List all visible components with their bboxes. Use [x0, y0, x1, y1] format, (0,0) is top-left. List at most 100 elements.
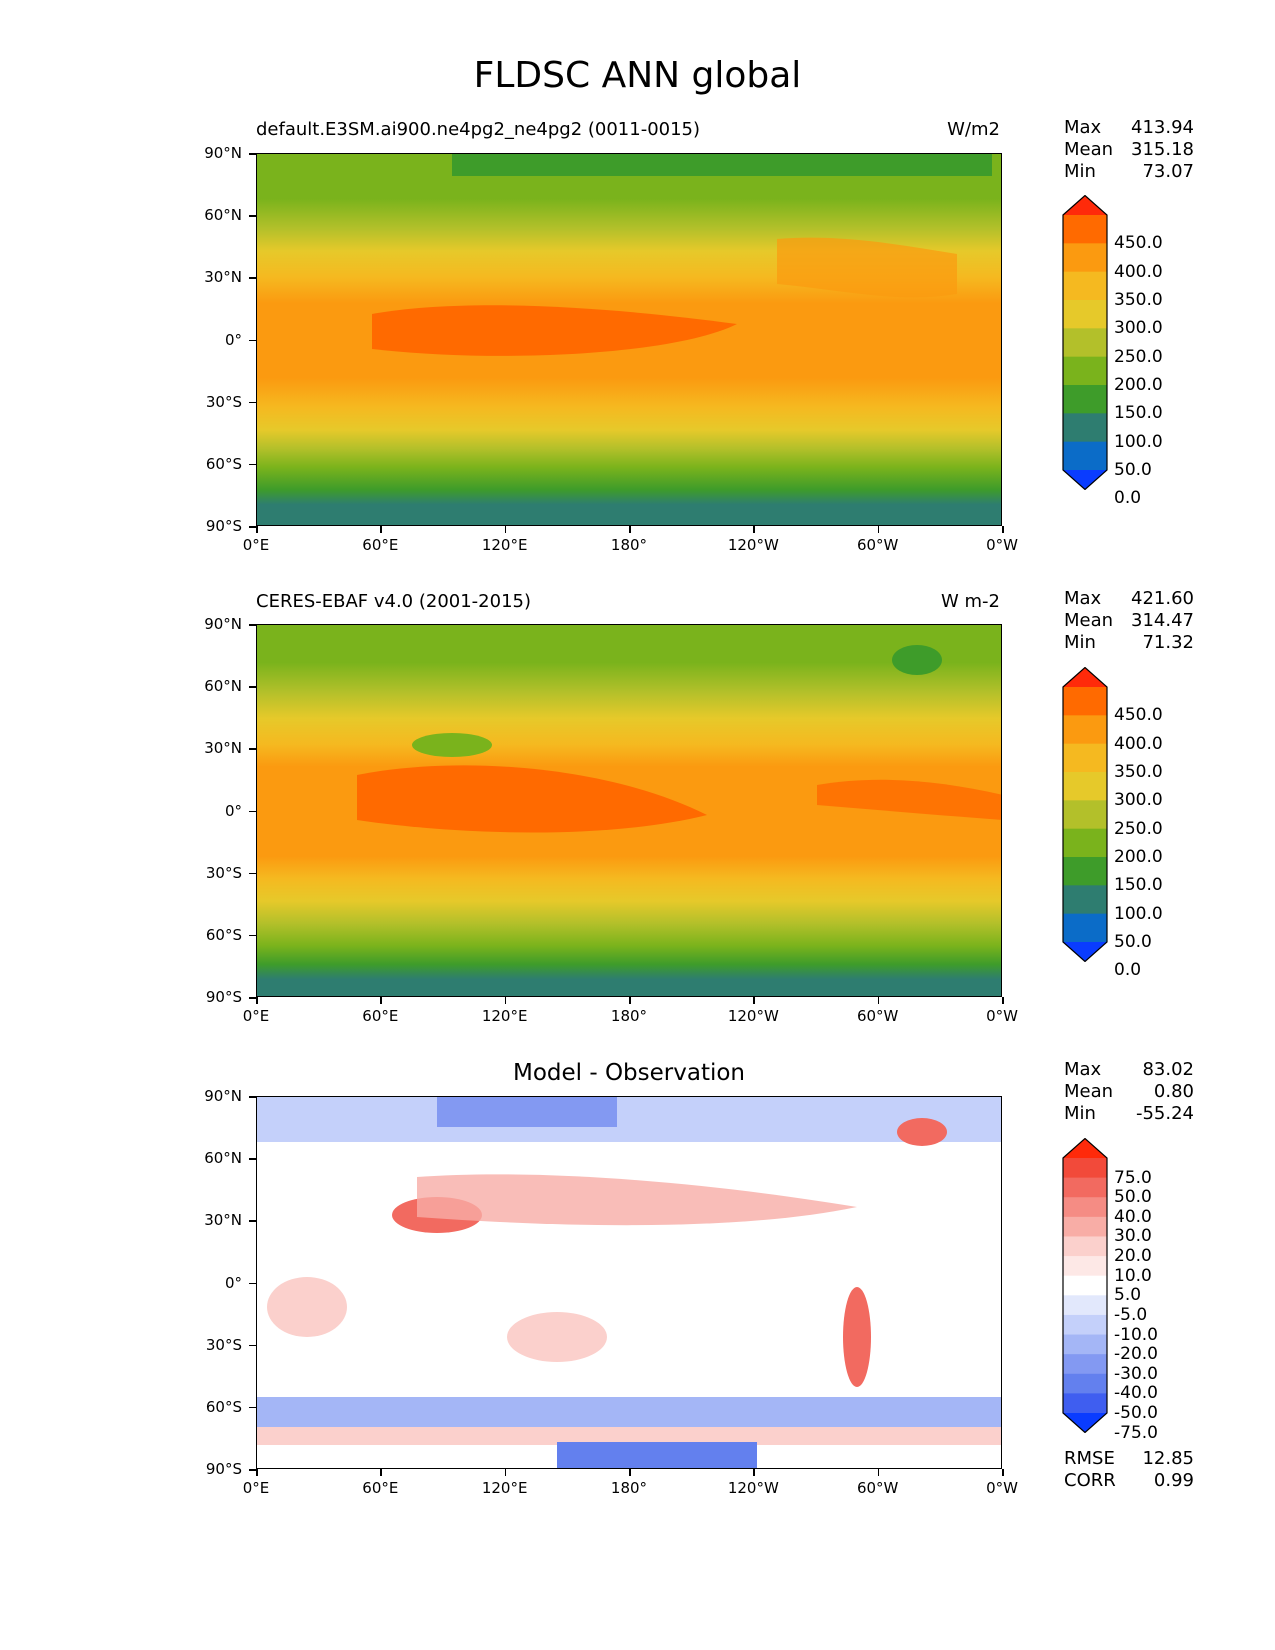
map-obs — [256, 624, 1002, 997]
stat-label: RMSE — [1064, 1448, 1115, 1469]
panel-obs-title: CERES-EBAF v4.0 (2001-2015) — [256, 591, 532, 612]
x-tick-label: 180° — [610, 1479, 648, 1497]
y-tick-label: 90°N — [204, 144, 242, 162]
x-tick-label: 180° — [610, 1007, 648, 1025]
y-tick-mark — [249, 463, 256, 466]
x-tick-label: 0°W — [986, 1007, 1018, 1025]
y-tick-mark — [249, 624, 256, 626]
y-tick-mark — [249, 1406, 256, 1409]
colorbar-outline — [1062, 195, 1108, 490]
panel-model-title: default.E3SM.ai900.ne4pg2_ne4pg2 (0011-0… — [256, 119, 701, 140]
colorbar-tick-label: 450.0 — [1114, 233, 1163, 254]
y-tick-label: 30°N — [204, 268, 242, 287]
colorbar-segment — [1063, 1354, 1107, 1375]
y-tick-mark — [249, 1282, 256, 1284]
stat-row: Min 73.07 — [1064, 161, 1194, 183]
stat-label: Min — [1064, 161, 1096, 182]
x-tick-mark — [380, 997, 382, 1004]
x-tick-label: 60°E — [362, 1479, 399, 1497]
y-tick-label: 90°S — [205, 517, 242, 535]
y-tick-label: 60°S — [205, 925, 242, 944]
colorbar-segment — [1063, 271, 1107, 301]
y-tick-label: 0° — [224, 330, 242, 349]
colorbar-tick-label: -5.0 — [1114, 1304, 1148, 1325]
colorbar-tick-label: 50.0 — [1114, 460, 1152, 480]
x-tick-label: 120°W — [727, 1007, 779, 1025]
y-tick-mark — [249, 339, 256, 341]
map-diff — [256, 1096, 1002, 1469]
colorbar-segment — [1063, 1334, 1107, 1355]
colorbar-segment — [1063, 1197, 1107, 1218]
y-tick-label: 30°S — [205, 1335, 242, 1354]
stat-value: 413.94 — [1131, 117, 1194, 138]
stats-box: Max 413.94 Mean 315.18 Min 73.07 — [1064, 117, 1194, 183]
y-tick-mark — [249, 997, 256, 999]
x-tick-mark — [1002, 526, 1004, 533]
colorbar-tick-label: 250.0 — [1114, 818, 1163, 839]
x-tick-mark — [753, 1469, 755, 1476]
stat-value: 73.07 — [1142, 161, 1194, 182]
colorbar-tick-label: 40.0 — [1114, 1206, 1152, 1227]
colorbar-segment — [1063, 1256, 1107, 1277]
colorbar-segment — [1063, 913, 1107, 943]
colorbar-tick-label: 0.0 — [1114, 488, 1142, 509]
x-tick-label: 120°E — [481, 1479, 528, 1497]
y-tick-mark — [249, 1469, 256, 1471]
colorbar-outline — [1062, 667, 1108, 962]
colorbar-tick-label: 300.0 — [1114, 790, 1163, 811]
colorbar-segment — [1063, 885, 1107, 915]
colorbar-tick-label: 400.0 — [1114, 261, 1163, 282]
y-tick-mark — [249, 1096, 256, 1098]
x-tick-mark — [256, 526, 258, 533]
x-tick-mark — [753, 997, 755, 1004]
stat-row: Max 421.60 — [1064, 588, 1194, 610]
y-tick-mark — [249, 277, 256, 279]
panel-diff-title: Model - Observation — [512, 1060, 746, 1086]
y-tick-mark — [249, 872, 256, 875]
y-tick-label: 60°N — [204, 677, 242, 696]
x-tick-mark — [380, 526, 382, 533]
colorbar-tick-label: 75.0 — [1114, 1167, 1152, 1188]
x-tick-mark — [877, 526, 880, 533]
stat-value: 12.85 — [1142, 1448, 1194, 1469]
colorbar-tick-label: 450.0 — [1114, 705, 1163, 726]
stat-row: Mean 0.80 — [1064, 1081, 1194, 1103]
colorbar-segment — [1063, 215, 1107, 244]
x-tick-mark — [1002, 1469, 1004, 1476]
colorbar-tick-label: 50.0 — [1114, 1187, 1152, 1208]
stat-label: Mean — [1064, 139, 1114, 160]
x-tick-mark — [629, 526, 631, 533]
stat-row: RMSE 12.85 — [1064, 1448, 1194, 1470]
stats-box: Max 421.60 Mean 314.47 Min 71.32 — [1064, 588, 1194, 654]
colorbar-segment — [1063, 243, 1107, 273]
y-tick-label: 90°N — [204, 615, 242, 633]
x-tick-label: 0°W — [986, 1479, 1018, 1497]
colorbar-tick-label: 0.0 — [1114, 960, 1142, 981]
x-tick-label: 120°W — [727, 1479, 779, 1497]
colorbar-segment — [1063, 687, 1107, 716]
colorbar-segment — [1063, 1295, 1107, 1316]
colorbar-tick-label: -20.0 — [1114, 1344, 1158, 1365]
y-tick-mark — [249, 1344, 256, 1347]
x-tick-label: 60°W — [856, 1479, 899, 1497]
colorbar-tick-label: 350.0 — [1114, 762, 1163, 782]
stat-value: 0.80 — [1153, 1081, 1194, 1102]
y-tick-mark — [249, 748, 256, 750]
colorbar-segment — [1063, 800, 1107, 830]
stat-row: Mean 314.47 — [1064, 610, 1194, 632]
stat-value: 71.32 — [1142, 632, 1194, 653]
y-tick-label: 60°S — [205, 454, 242, 473]
colorbar-extend-min — [1063, 1413, 1107, 1433]
y-tick-mark — [249, 401, 256, 404]
colorbar-tick-label: -75.0 — [1114, 1422, 1158, 1443]
colorbar-tick-label: 350.0 — [1114, 290, 1163, 310]
y-tick-label: 60°N — [204, 1149, 242, 1168]
colorbar-segment — [1063, 300, 1107, 329]
y-tick-mark — [249, 215, 256, 217]
panel-obs-units: W m-2 — [940, 591, 1000, 612]
x-tick-label: 0°E — [242, 536, 270, 554]
x-tick-mark — [504, 997, 507, 1004]
colorbar-segment — [1063, 828, 1107, 858]
y-tick-label: 90°S — [205, 1460, 242, 1478]
y-tick-label: 60°S — [205, 1397, 242, 1416]
